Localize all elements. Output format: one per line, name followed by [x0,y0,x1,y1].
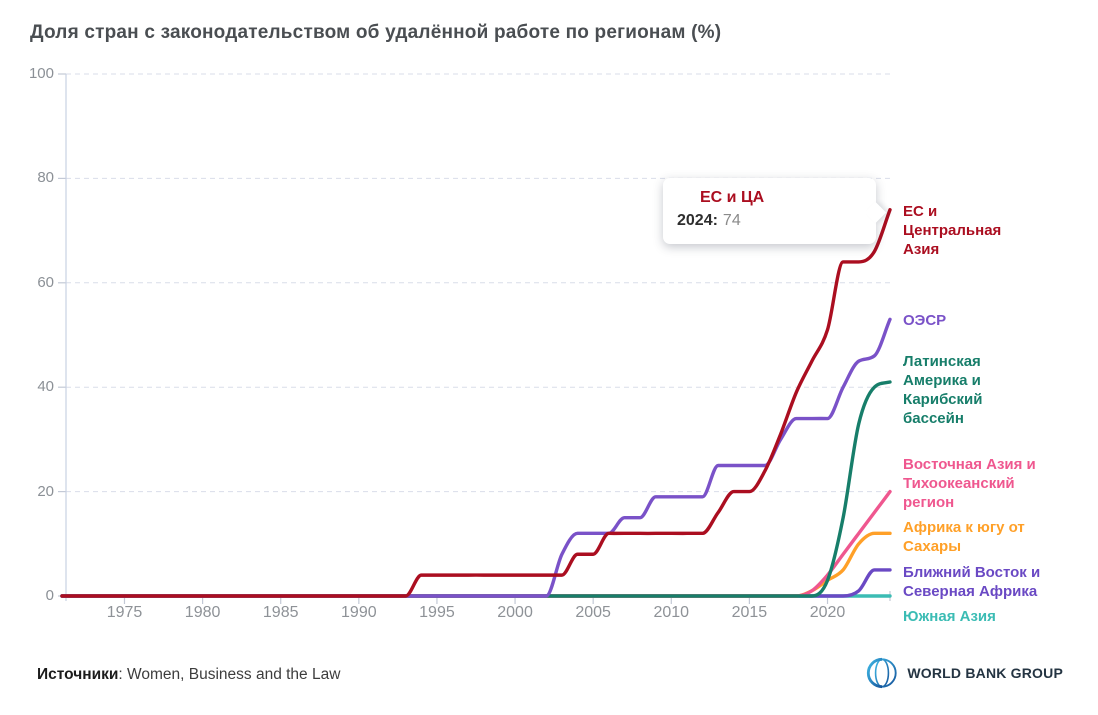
x-tick-label: 2020 [809,604,846,621]
tooltip-series-name: ЕС и ЦА [700,189,765,206]
sources-note: Источники: Women, Business and the Law [37,666,340,684]
chart-title: Доля стран с законодательством об удалён… [30,22,722,43]
y-tick-label: 80 [37,169,54,187]
x-tick-label: 1980 [184,604,221,621]
series-line-ЕС и[interactable] [60,208,892,598]
sources-text: : Women, Business and the Law [118,666,341,683]
y-tick-label: 40 [37,378,54,396]
series-label-ssa: Африка к югу от Сахары [903,519,1025,555]
series-label-eap: Восточная Азия и Тихоокеанский регион [903,456,1036,511]
x-tick-label: 2000 [497,604,533,621]
series-line-Африка к югу от[interactable] [60,531,892,598]
sources-label: Источники [37,666,119,683]
series-label-eca: ЕС и Центральная Азия [903,203,1002,258]
y-tick-label: 20 [37,482,54,500]
world-bank-logo: WORLD BANK GROUP [865,656,1063,690]
tooltip-value: 74 [722,212,741,229]
x-tick-label: 1975 [106,604,143,621]
chart-tooltip: ЕС и ЦА 2024: 74 [663,178,887,244]
x-tick-label: 1985 [262,604,299,621]
x-tick-label: 1995 [419,604,455,621]
series-label-oecd: ОЭСР [903,312,947,329]
series-line-Восточная Азия и[interactable] [60,489,892,598]
world-bank-globe-icon [867,657,897,689]
y-tick-label: 60 [37,273,54,291]
y-tick-label: 100 [28,65,54,82]
series-label-lac: Латинская Америка и Карибский бассейн [903,353,983,427]
series-label-south-asia: Южная Азия [903,608,996,625]
tooltip-value-row: 2024: 74 [663,207,876,230]
series-line-Латинская[interactable] [60,380,892,598]
tooltip-year: 2024: [677,212,718,229]
x-tick-label: 2005 [575,604,611,621]
y-tick-label: 0 [45,587,54,604]
x-tick-label: 1990 [341,604,377,621]
line-chart-plot[interactable] [0,0,1098,650]
series-line-ОЭСР[interactable] [60,317,892,598]
x-tick-label: 2015 [731,604,768,621]
world-bank-logo-text: WORLD BANK GROUP [907,665,1063,681]
x-tick-label: 2010 [653,604,690,621]
series-label-mena: Ближний Восток и Северная Африка [903,564,1041,600]
